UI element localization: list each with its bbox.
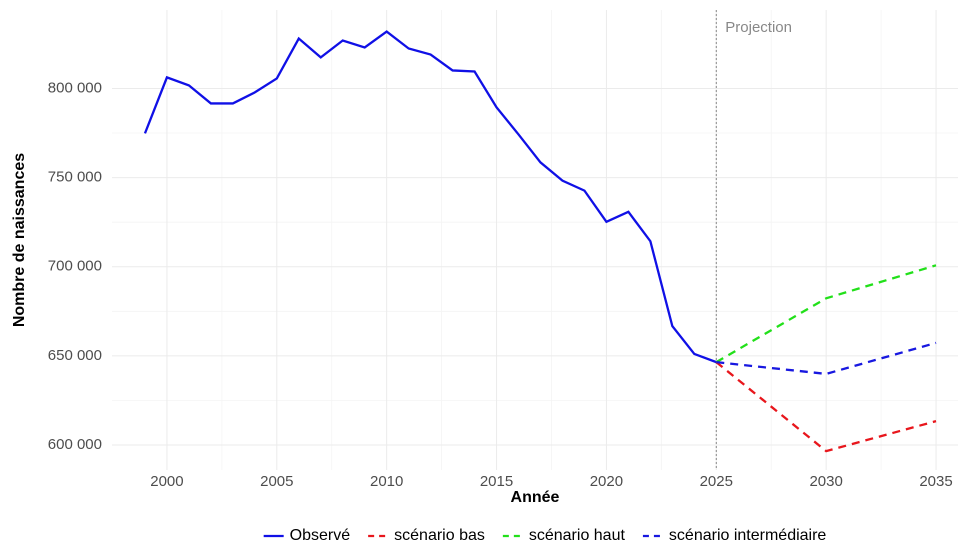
- x-tick-label: 2000: [150, 473, 183, 490]
- annotation: Projection: [725, 19, 792, 36]
- y-tick-label: 800 000: [48, 79, 102, 96]
- legend-label: scénario intermédiaire: [669, 527, 827, 544]
- series-line: [715, 361, 937, 453]
- series-line: [143, 30, 717, 364]
- y-tick-label: 650 000: [48, 347, 102, 364]
- series-line: [715, 264, 937, 364]
- x-tick-label: 2020: [590, 473, 623, 490]
- x-tick-label: 2025: [700, 473, 733, 490]
- legend-label: Observé: [290, 527, 351, 544]
- legend-label: scénario haut: [529, 527, 626, 544]
- y-axis-label: Nombre de naissances: [11, 153, 28, 327]
- y-tick-label: 700 000: [48, 258, 102, 275]
- x-axis-label: Année: [511, 489, 560, 506]
- x-tick-label: 2015: [480, 473, 513, 490]
- x-tick-label: 2030: [809, 473, 842, 490]
- x-tick-label: 2005: [260, 473, 293, 490]
- legend-label: scénario bas: [394, 527, 485, 544]
- x-tick-label: 2010: [370, 473, 403, 490]
- y-tick-label: 600 000: [48, 436, 102, 453]
- series-line: [716, 341, 937, 376]
- y-tick-label: 750 000: [48, 169, 102, 186]
- x-tick-label: 2035: [919, 473, 952, 490]
